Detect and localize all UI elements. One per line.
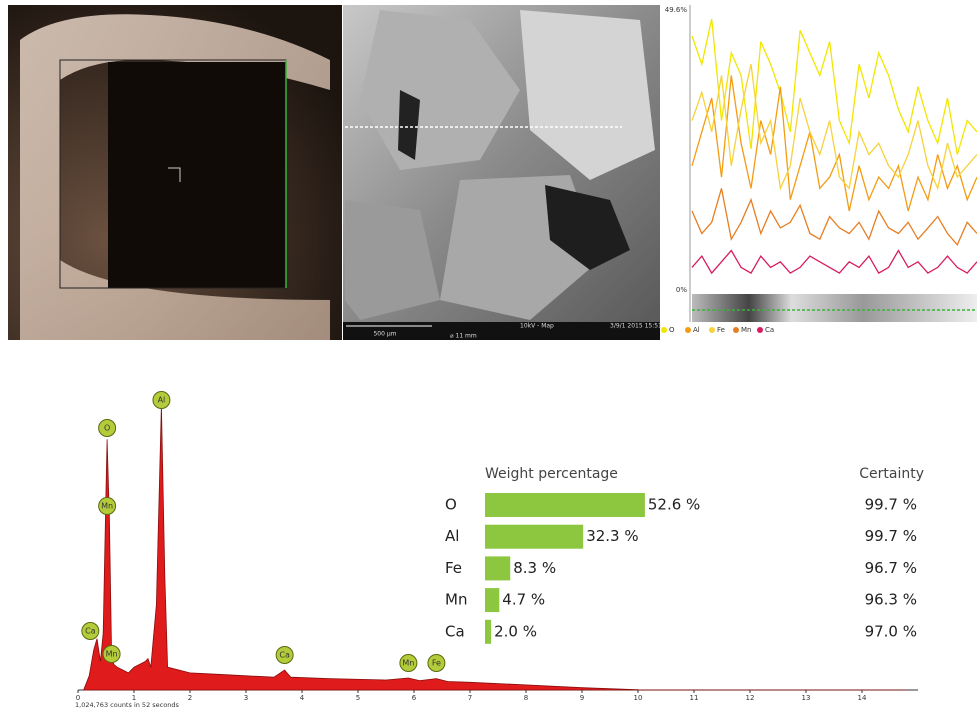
scan-line (692, 19, 977, 155)
element-label: Ca (445, 622, 465, 640)
weight-label: 8.3 % (513, 559, 556, 577)
x-tick-label: 2 (188, 694, 192, 702)
element-label: Fe (445, 559, 462, 577)
screen: 500 µm ⌀ 11 mm 10kV - Map 3/9/1 2015 15:… (0, 0, 977, 715)
certainty-header: Certainty (859, 466, 924, 482)
y-tick-label: 49.6% (665, 6, 688, 14)
peak-label: Fe (432, 659, 441, 668)
scale-label: 500 µm (373, 331, 396, 338)
x-tick-label: 12 (746, 694, 755, 702)
weight-label: 32.3 % (586, 527, 638, 545)
certainty-value: 97.0 % (865, 622, 917, 640)
legend-label: O (669, 326, 675, 334)
x-tick-label: 7 (468, 694, 472, 702)
legend-label: Ca (765, 326, 774, 334)
weight-bar (485, 620, 491, 644)
scan-line (692, 251, 977, 274)
sem-mode: 10kV - Map (520, 323, 554, 330)
legend-swatch (733, 327, 739, 333)
certainty-value: 96.7 % (865, 559, 917, 577)
legend-label: Mn (741, 326, 751, 334)
legend-swatch (685, 327, 691, 333)
weight-label: 2.0 % (494, 622, 537, 640)
optical-image (8, 5, 342, 340)
weight-bar (485, 493, 645, 517)
peak-label: Ca (85, 627, 96, 636)
legend-swatch (757, 327, 763, 333)
x-tick-label: 13 (802, 694, 811, 702)
peak-label: Mn (106, 650, 118, 659)
weight-header: Weight percentage (485, 466, 618, 482)
x-tick-label: 11 (690, 694, 699, 702)
weight-bar (485, 588, 499, 612)
peak-label: Mn (101, 502, 113, 511)
certainty-value: 99.7 % (865, 496, 917, 514)
element-label: Al (445, 527, 459, 545)
element-label: Mn (445, 591, 467, 609)
x-tick-label: 8 (524, 694, 528, 702)
scan-line (692, 188, 977, 244)
spectrum-caption: 1,024,763 counts in 52 seconds (75, 701, 179, 709)
x-tick-label: 3 (244, 694, 248, 702)
weight-bar (485, 525, 583, 549)
x-tick-label: 4 (300, 694, 305, 702)
certainty-value: 99.7 % (865, 527, 917, 545)
sem-image: 500 µm ⌀ 11 mm 10kV - Map 3/9/1 2015 15:… (343, 5, 662, 340)
legend-swatch (661, 327, 667, 333)
legend-swatch (709, 327, 715, 333)
legend-label: Al (693, 326, 700, 334)
line-scan (690, 5, 977, 322)
x-tick-label: 10 (634, 694, 643, 702)
field-width: ⌀ 11 mm (450, 333, 477, 340)
element-label: O (445, 496, 457, 514)
weight-label: 4.7 % (502, 591, 545, 609)
peak-label: O (104, 424, 110, 433)
sem-date: 3/9/1 2015 15:51 (610, 323, 662, 330)
x-tick-label: 14 (858, 694, 867, 702)
x-tick-label: 1 (132, 694, 136, 702)
certainty-value: 96.3 % (865, 591, 917, 609)
weight-label: 52.6 % (648, 496, 700, 514)
peak-label: Al (158, 396, 166, 405)
x-tick-label: 9 (580, 694, 584, 702)
peak-label: Ca (279, 651, 290, 660)
x-tick-label: 6 (412, 694, 417, 702)
x-tick-label: 0 (76, 694, 80, 702)
legend-label: Fe (717, 326, 725, 334)
y-tick-label: 0% (676, 286, 687, 294)
weight-bar (485, 556, 510, 580)
peak-label: Mn (402, 659, 414, 668)
x-tick-label: 5 (356, 694, 360, 702)
